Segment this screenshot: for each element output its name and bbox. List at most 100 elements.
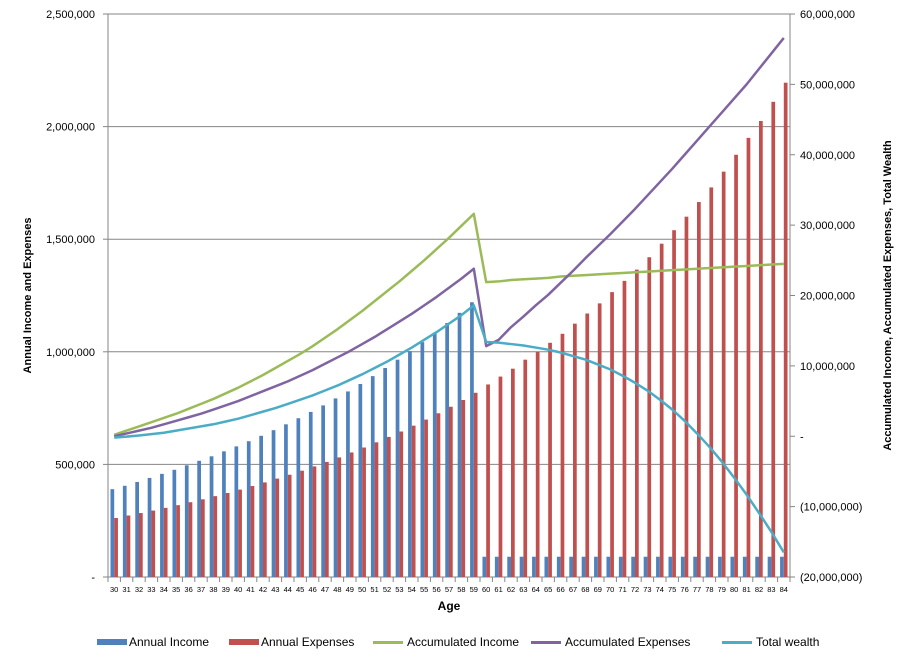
bar-annual-income	[259, 435, 263, 577]
x-tick-label: 82	[755, 585, 763, 594]
bar-annual-expenses	[225, 493, 230, 577]
bar-annual-income	[656, 556, 660, 577]
bar-annual-expenses	[424, 419, 428, 577]
x-tick-label: 40	[234, 585, 242, 594]
legend-item-annual-income: Annual Income	[97, 632, 209, 652]
bar-annual-expenses	[126, 515, 131, 577]
bar-annual-expenses	[610, 292, 614, 577]
x-tick-label: 43	[271, 585, 279, 594]
bar-annual-income	[395, 359, 400, 577]
x-tick-label: 66	[556, 585, 564, 594]
bar-annual-expenses	[523, 359, 528, 577]
bar-annual-income	[420, 342, 425, 577]
bar-annual-expenses	[436, 413, 441, 577]
bar-annual-income	[110, 489, 115, 577]
bar-annual-income	[296, 418, 301, 577]
x-tick-label: 72	[631, 585, 639, 594]
y-tick-label: 1,500,000	[46, 234, 95, 246]
bar-annual-expenses	[709, 187, 714, 578]
legend-label-total-wealth: Total wealth	[756, 635, 820, 649]
y2-tick-label: -	[800, 431, 804, 443]
x-tick-label: 36	[184, 585, 192, 594]
bar-annual-expenses	[387, 436, 391, 577]
bar-annual-income	[197, 460, 201, 577]
bar-annual-income	[135, 481, 139, 577]
x-tick-label: 42	[259, 585, 267, 594]
bar-annual-expenses	[411, 425, 416, 577]
bar-annual-income	[160, 473, 164, 577]
bar-annual-income	[606, 556, 611, 577]
y-tick-label: -	[91, 572, 95, 584]
bar-annual-income	[668, 556, 673, 577]
bar-annual-income	[333, 398, 338, 577]
x-tick-label: 62	[507, 585, 515, 594]
bar-annual-expenses	[697, 202, 701, 578]
bar-annual-expenses	[548, 342, 552, 577]
legend-item-accumulated-expenses: Accumulated Expenses	[531, 632, 690, 652]
x-tick-label: 81	[742, 585, 750, 594]
x-tick-label: 55	[420, 585, 428, 594]
x-tick-label: 35	[172, 585, 180, 594]
x-tick-label: 65	[544, 585, 552, 594]
bar-annual-income	[122, 485, 127, 577]
bar-annual-income	[222, 451, 226, 577]
bar-annual-income	[284, 424, 288, 577]
y2-axis-title: Accumulated Income, Accumulated Expenses…	[882, 140, 894, 451]
x-tick-label: 51	[370, 585, 378, 594]
bar-annual-expenses	[486, 384, 490, 577]
bar-annual-income	[308, 411, 313, 577]
bar-annual-income	[457, 312, 462, 577]
x-tick-label: 80	[730, 585, 738, 594]
x-tick-label: 58	[457, 585, 465, 594]
x-tick-label: 83	[767, 585, 775, 594]
bar-annual-expenses	[721, 171, 726, 577]
y2-tick-label: 50,000,000	[800, 79, 855, 91]
bar-annual-expenses	[535, 351, 540, 577]
line-accumulated-income	[113, 212, 784, 437]
bar-annual-income	[432, 332, 437, 577]
bar-annual-income	[581, 556, 586, 577]
bar-annual-income	[532, 556, 536, 577]
x-tick-label: 70	[606, 585, 614, 594]
bar-annual-expenses	[461, 399, 466, 577]
legend-label-accumulated-income: Accumulated Income	[407, 635, 520, 649]
bar-annual-expenses	[374, 442, 379, 577]
bar-annual-income	[705, 556, 710, 577]
bar-annual-expenses	[250, 486, 255, 577]
bar-annual-income	[358, 384, 363, 577]
x-tick-label: 34	[160, 585, 168, 594]
bar-annual-expenses	[349, 452, 354, 577]
bar-annual-expenses	[585, 313, 590, 577]
x-tick-label: 47	[321, 585, 329, 594]
y2-tick-label: 40,000,000	[800, 150, 855, 162]
bar-annual-expenses	[647, 257, 652, 577]
x-tick-label: 76	[680, 585, 688, 594]
x-tick-label: 49	[346, 585, 354, 594]
bar-annual-expenses	[188, 502, 193, 577]
y-tick-label: 2,000,000	[46, 122, 95, 134]
y2-tick-label: 60,000,000	[800, 9, 855, 21]
bar-annual-income	[767, 556, 772, 577]
bar-annual-expenses	[275, 478, 280, 577]
y-tick-label: 2,500,000	[46, 9, 95, 21]
bar-annual-income	[470, 302, 474, 577]
bar-annual-income	[507, 556, 511, 577]
bar-annual-expenses	[139, 513, 143, 577]
x-tick-label: 45	[296, 585, 304, 594]
x-tick-label: 50	[358, 585, 366, 594]
bar-annual-expenses	[213, 496, 218, 577]
bar-annual-income	[742, 556, 747, 577]
legend-item-total-wealth: Total wealth	[722, 632, 819, 652]
legend: Annual Income Annual Expenses Accumulate…	[0, 632, 911, 652]
bar-annual-expenses	[635, 269, 639, 577]
bar-annual-expenses	[659, 243, 664, 578]
x-tick-label: 68	[581, 585, 589, 594]
legend-swatch-accumulated-expenses	[531, 640, 561, 644]
y2-tick-label: 30,000,000	[800, 220, 855, 232]
x-tick-label: 69	[594, 585, 602, 594]
bar-annual-expenses	[734, 154, 738, 577]
bar-annual-expenses	[597, 303, 602, 577]
bar-annual-expenses	[759, 120, 763, 577]
bar-annual-income	[246, 441, 251, 577]
